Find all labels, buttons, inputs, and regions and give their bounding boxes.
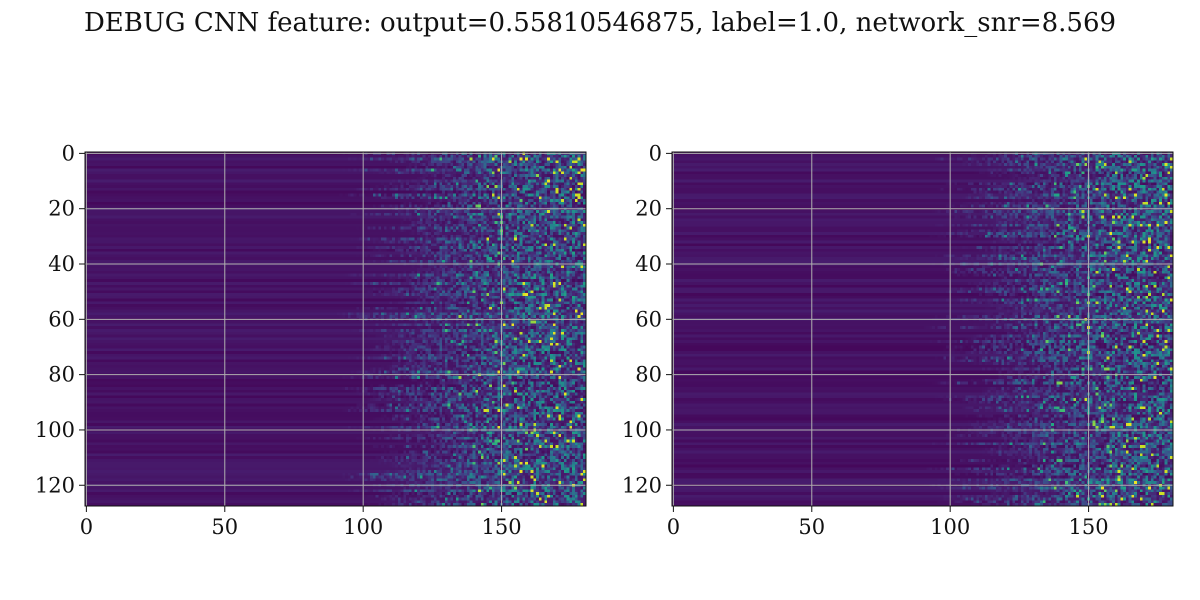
x-tick-label: 100 [343, 515, 383, 539]
y-tick-label: 60 [635, 307, 662, 331]
heatmap-panel-right: 0 50 100 150 0 20 40 60 80 100 120 [622, 141, 1174, 539]
x-tick-label: 0 [80, 515, 93, 539]
x-tick-label: 50 [211, 515, 238, 539]
y-tick-label: 20 [635, 197, 662, 221]
y-tick-label: 60 [48, 307, 75, 331]
y-tick-label: 80 [635, 363, 662, 387]
heatmap-panel-left: 0 50 100 150 0 20 40 60 80 100 120 [35, 141, 587, 539]
heatmap-image [672, 152, 1173, 506]
y-tick-label: 120 [622, 473, 662, 497]
axes-frame [84, 151, 587, 507]
x-tick-label: 50 [798, 515, 825, 539]
y-tick-label: 20 [48, 197, 75, 221]
y-tick-label: 120 [35, 473, 75, 497]
axes-frame [671, 151, 1174, 507]
y-tick-label: 0 [649, 141, 662, 165]
x-tick-label: 150 [482, 515, 522, 539]
x-tick-label: 150 [1069, 515, 1109, 539]
figure-title: DEBUG CNN feature: output=0.55810546875,… [83, 8, 1117, 38]
y-tick-label: 100 [622, 418, 662, 442]
y-tick-label: 0 [62, 141, 75, 165]
y-tick-label: 80 [48, 363, 75, 387]
x-tick-label: 100 [930, 515, 970, 539]
heatmap-image [85, 152, 586, 506]
y-tick-label: 40 [635, 252, 662, 276]
x-tick-label: 0 [667, 515, 680, 539]
y-tick-label: 100 [35, 418, 75, 442]
y-tick-label: 40 [48, 252, 75, 276]
